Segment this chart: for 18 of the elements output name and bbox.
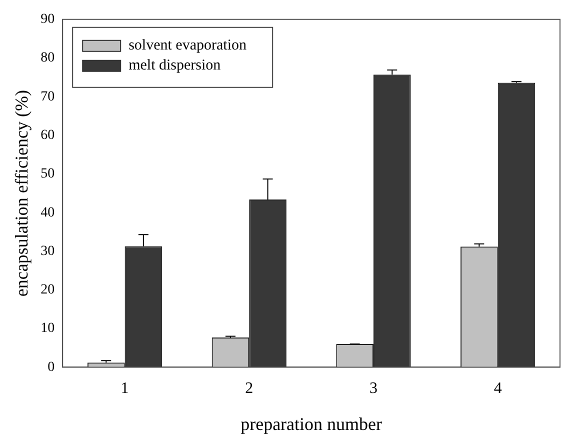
- x-tick-label: 4: [494, 380, 502, 398]
- y-tick-label: 50: [40, 166, 55, 182]
- y-tick-label: 20: [40, 282, 55, 298]
- x-tick-label: 2: [245, 380, 254, 398]
- y-tick-label: 30: [40, 244, 55, 259]
- legend-label: melt dispersion: [128, 57, 222, 74]
- y-tick-label: 10: [40, 321, 55, 336]
- y-axis-title: encapsulation efficiency (%): [12, 90, 32, 297]
- x-tick-label: 1: [120, 380, 129, 398]
- x-tick-label: 3: [369, 380, 378, 398]
- y-tick-label: 90: [40, 12, 55, 28]
- y-tick-label: 0: [48, 360, 55, 375]
- y-tick-label: 40: [40, 205, 55, 220]
- y-tick-label: 70: [40, 89, 55, 104]
- y-tick-label: 60: [40, 128, 55, 144]
- y-tick-label: 80: [40, 50, 55, 66]
- x-axis-title: preparation number: [240, 414, 382, 434]
- legend-label: solvent evaporation: [128, 37, 247, 54]
